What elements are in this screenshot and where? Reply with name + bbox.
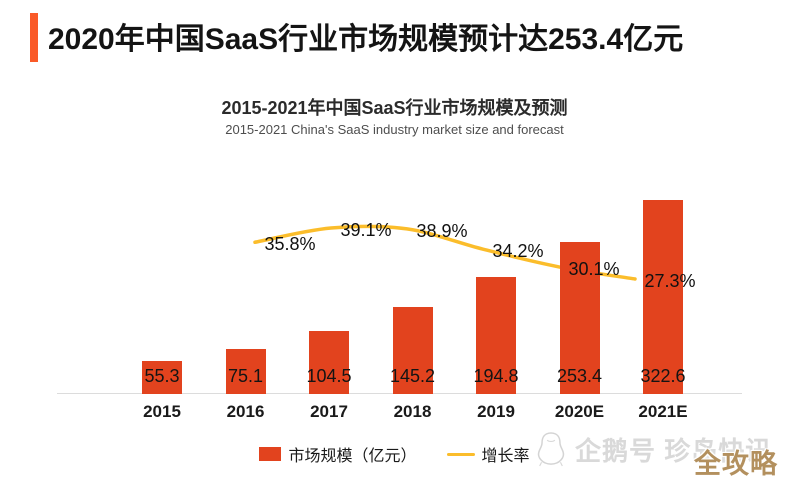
growth-rate-label: 34.2% bbox=[492, 241, 544, 262]
bar-value-label: 145.2 bbox=[389, 366, 436, 386]
x-axis-tick-label: 2020E bbox=[554, 402, 605, 421]
watermark-source-text: 企鹅号 珍岛快讯 bbox=[575, 435, 773, 466]
bar-value-label: 104.5 bbox=[306, 366, 352, 386]
x-axis-tick-label: 2015 bbox=[143, 402, 181, 421]
bar-value-label: 75.1 bbox=[227, 366, 264, 386]
headline-accent-bar bbox=[30, 13, 38, 62]
bar-2018 bbox=[392, 306, 433, 394]
bar-2015 bbox=[142, 360, 182, 394]
bar-value-label: 194.8 bbox=[473, 366, 519, 386]
penguin-outline-icon bbox=[537, 432, 565, 467]
growth-rate-label: 27.3% bbox=[644, 271, 696, 291]
bar-value-label: 253.4 bbox=[556, 366, 603, 386]
x-axis-tick-label: 2017 bbox=[310, 402, 348, 421]
chart-legend: 市场规模（亿元） 增长率 bbox=[0, 442, 789, 466]
legend-label-market-size: 市场规模（亿元） bbox=[288, 448, 417, 465]
bar-2021E bbox=[643, 200, 683, 394]
growth-rate-label: 30.1% bbox=[568, 258, 620, 279]
bar-2017 bbox=[309, 331, 349, 394]
chart-title: 2015-2021年中国SaaS行业市场规模及预测 bbox=[221, 98, 568, 118]
growth-rate-label: 39.1% bbox=[340, 220, 392, 240]
bar-2020E bbox=[559, 241, 600, 394]
bar-value-label: 55.3 bbox=[144, 366, 180, 386]
legend-item-market-size: 市场规模（亿元） bbox=[259, 442, 417, 466]
bar-2019 bbox=[476, 277, 516, 394]
growth-rate-label: 38.9% bbox=[416, 220, 468, 241]
x-axis-tick-label: 2021E bbox=[638, 402, 688, 421]
headline-title: 2020年中国SaaS行业市场规模预计达253.4亿元 bbox=[48, 23, 684, 56]
chart-subtitle: 2015-2021 China's SaaS industry market s… bbox=[225, 122, 564, 137]
growth-rate-label: 35.8% bbox=[264, 234, 316, 255]
x-axis-tick-label: 2018 bbox=[393, 402, 432, 421]
line-series-swatch bbox=[446, 452, 475, 456]
legend-item-growth-rate: 增长率 bbox=[446, 442, 530, 466]
watermark-badge: 全攻略 bbox=[694, 449, 778, 479]
bar-2016 bbox=[225, 348, 266, 394]
x-axis-tick-label: 2016 bbox=[226, 402, 265, 421]
legend-label-growth-rate: 增长率 bbox=[481, 448, 530, 465]
bar-series-swatch bbox=[259, 447, 282, 461]
x-axis-tick-label: 2019 bbox=[477, 402, 515, 421]
bar-value-label: 322.6 bbox=[640, 366, 686, 386]
watermark-source: 企鹅号 珍岛快讯 bbox=[534, 430, 772, 468]
